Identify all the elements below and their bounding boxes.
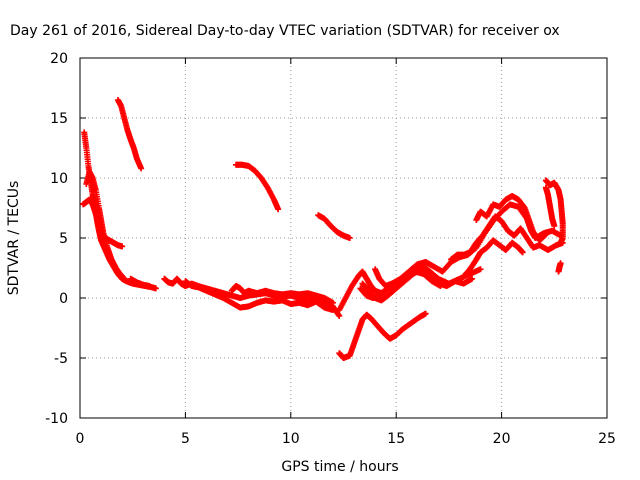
series-track-f	[182, 278, 336, 313]
series-track-c	[83, 169, 128, 282]
series-track-r	[542, 184, 558, 229]
data-point	[422, 310, 429, 317]
data-point	[121, 275, 128, 282]
x-tick-label: 5	[181, 431, 190, 447]
data-point	[551, 223, 558, 229]
series-track-o	[473, 193, 549, 244]
data-point	[152, 285, 159, 292]
y-axis-label: SDTVAR / TECUs	[6, 181, 22, 296]
data-point	[275, 206, 282, 213]
data-point	[329, 307, 336, 313]
y-tick-label: 5	[59, 231, 68, 247]
y-tick-label: 10	[50, 171, 68, 187]
data-point	[336, 313, 343, 319]
x-tick-label: 15	[387, 431, 405, 447]
chart-title: Day 261 of 2016, Sidereal Day-to-day VTE…	[10, 23, 560, 39]
plot-border	[79, 57, 608, 419]
series-track-h	[232, 161, 282, 213]
series-track-q	[542, 177, 566, 246]
x-tick-label: 0	[76, 431, 85, 447]
data-point	[557, 260, 564, 267]
data-point	[477, 266, 484, 273]
y-tick-label: 20	[50, 51, 68, 67]
y-tick-labels: -10 -5 0 5 10 15 20	[45, 51, 68, 427]
y-tick-label: -10	[45, 411, 68, 427]
y-tick-label: -5	[54, 351, 68, 367]
x-axis-label: GPS time / hours	[281, 459, 398, 475]
data-point	[146, 283, 153, 289]
series-track-g	[228, 283, 336, 306]
y-tick-label: 0	[59, 291, 68, 307]
series-track-j	[336, 310, 429, 361]
data-points	[80, 97, 566, 361]
x-tick-label: 25	[598, 431, 616, 447]
y-tick-label: 15	[50, 111, 68, 127]
data-point	[346, 235, 353, 241]
series-track-d	[114, 97, 145, 172]
x-tick-labels: 0 5 10 15 20 25	[76, 431, 616, 447]
data-point	[542, 231, 549, 238]
series-track-s	[555, 260, 564, 275]
data-point	[557, 239, 564, 246]
series-track-i	[315, 212, 353, 241]
grid-lines	[80, 58, 607, 418]
data-point	[437, 283, 444, 289]
data-point	[138, 165, 145, 172]
data-point	[519, 249, 526, 256]
data-point	[329, 299, 336, 306]
data-point	[119, 243, 126, 250]
series-track-t	[127, 275, 153, 289]
series-track-p	[460, 237, 526, 280]
x-tick-label: 10	[282, 431, 300, 447]
x-tick-label: 20	[493, 431, 511, 447]
series-track-u	[357, 268, 444, 301]
data-point	[469, 275, 476, 282]
